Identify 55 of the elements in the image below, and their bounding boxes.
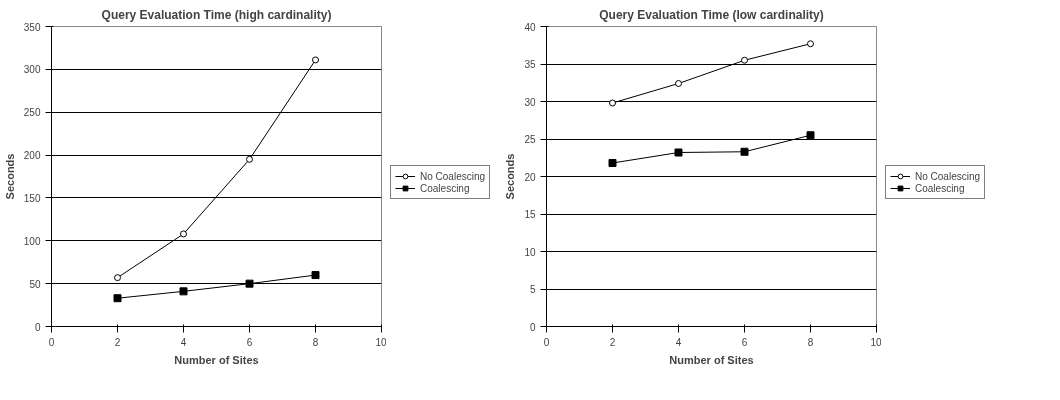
y-tick-label: 15 (524, 209, 536, 220)
x-tick-label: 2 (609, 336, 616, 348)
y-tick-label: 0 (34, 321, 41, 333)
x-tick-label: 2 (114, 336, 121, 348)
y-tick-label: 35 (524, 59, 536, 70)
x-axis-title: Number of Sites (174, 353, 259, 366)
y-tick-label: 30 (524, 96, 536, 108)
x-tick-label: 8 (312, 336, 319, 348)
legend-label: No Coalescing (915, 170, 981, 182)
x-tick-label: 10 (870, 336, 882, 348)
y-tick-label: 100 (23, 235, 41, 247)
x-tick-label: 4 (675, 336, 682, 348)
y-tick-label: 20 (524, 171, 536, 183)
y-tick-label: 5 (529, 284, 536, 295)
y-tick-label: 25 (524, 134, 536, 145)
point (114, 274, 121, 282)
point (609, 99, 616, 107)
y-tick-label: 250 (23, 107, 41, 119)
point (312, 56, 319, 64)
chart-title: Query Evaluation Time (high cardinality) (101, 7, 332, 22)
x-tick-label: 6 (741, 336, 748, 348)
y-axis-title: Seconds (3, 153, 16, 200)
point (113, 294, 122, 303)
x-tick-label: 10 (375, 336, 387, 348)
x-tick-label: 0 (543, 336, 550, 348)
point (179, 287, 188, 296)
x-axis-title: Number of Sites (669, 353, 754, 366)
point (180, 230, 187, 238)
point (740, 147, 749, 156)
y-tick-label: 10 (524, 246, 536, 258)
legend-label: No Coalescing (420, 170, 486, 182)
point (246, 155, 253, 163)
x-tick-label: 8 (807, 336, 814, 348)
y-tick-label: 350 (23, 21, 41, 33)
chart-title: Query Evaluation Time (low cardinality) (599, 7, 824, 22)
y-tick-label: 150 (23, 192, 41, 204)
y-tick-label: 40 (524, 21, 536, 33)
legend-label: Coalescing (420, 182, 470, 194)
y-tick-label: 200 (23, 150, 41, 162)
y-tick-label: 50 (29, 278, 41, 290)
point (311, 271, 320, 280)
point (741, 56, 748, 64)
y-tick-label: 0 (529, 321, 536, 333)
x-tick-label: 0 (48, 336, 55, 348)
point (608, 159, 617, 167)
x-tick-label: 6 (246, 336, 253, 348)
y-axis-title: Seconds (504, 153, 517, 200)
y-tick-label: 300 (23, 64, 41, 76)
point (245, 279, 254, 288)
x-tick-label: 4 (180, 336, 187, 348)
point (675, 80, 682, 87)
point (674, 148, 683, 157)
legend-label: Coalescing (915, 182, 965, 194)
point (807, 40, 814, 48)
point (806, 131, 815, 140)
